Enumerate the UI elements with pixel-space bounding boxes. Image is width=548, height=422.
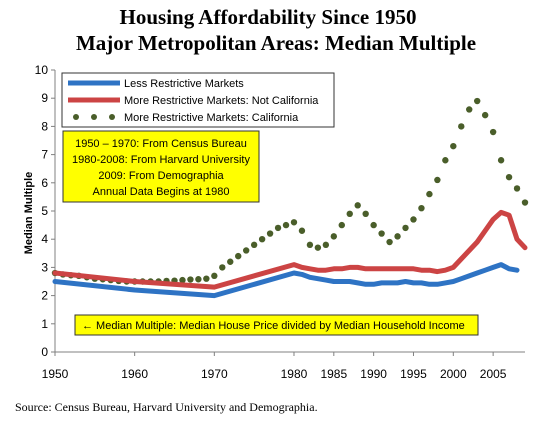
x-tick-labels: 1950 1960 1970 1980 1985 1990 1995 2000 2005 [42, 367, 507, 381]
x-tick-label: 1990 [360, 367, 387, 381]
california-point [378, 230, 385, 237]
california-point [298, 227, 306, 234]
legend-label-california: More Restrictive Markets: California [124, 112, 299, 124]
california-point [354, 202, 361, 209]
california-point [410, 216, 417, 223]
data-source-line-3: 2009: From Demographia [98, 170, 224, 182]
legend-swatch-california [73, 114, 115, 120]
legend-dot [91, 114, 97, 120]
california-point [497, 157, 505, 164]
california-point [227, 258, 234, 265]
data-source-line-1: 1950 – 1970: From Census Bureau [75, 138, 247, 150]
x-tick-label: 2005 [480, 367, 507, 381]
california-point [402, 224, 409, 232]
legend-label-not-california: More Restrictive Markets: Not California [124, 95, 319, 107]
y-tick-label: 7 [41, 148, 48, 162]
california-point [282, 221, 290, 229]
chart-title-line-1: Housing Affordability Since 1950 [120, 5, 417, 29]
california-point [458, 123, 465, 130]
legend: Less Restrictive Markets More Restrictiv… [61, 72, 335, 128]
california-point [306, 241, 314, 249]
y-tick-label: 3 [41, 260, 48, 274]
x-tick-label: 1950 [42, 367, 69, 381]
definition-annotation: ← Median Multiple: Median House Price di… [74, 314, 479, 336]
california-point [322, 241, 330, 249]
california-point [235, 252, 242, 260]
data-source-line-4: Annual Data Begins at 1980 [93, 186, 230, 198]
california-point [203, 275, 210, 282]
source-note: Source: Census Bureau, Harvard Universit… [15, 400, 318, 414]
series-layer [51, 97, 529, 299]
legend-label-less-restrictive: Less Restrictive Markets [124, 78, 244, 90]
california-point [513, 185, 521, 192]
x-tick-label: 1985 [320, 367, 347, 381]
california-point [505, 173, 513, 181]
california-point [434, 176, 441, 184]
california-point [195, 276, 202, 283]
x-tick-label: 1980 [281, 367, 308, 381]
x-tick-label: 2000 [440, 367, 467, 381]
california-point [370, 221, 377, 229]
california-point [362, 210, 369, 218]
data-source-box [62, 130, 260, 203]
california-point [187, 276, 194, 283]
y-tick-label: 0 [41, 345, 48, 359]
california-point [338, 221, 345, 229]
series-less-restrictive [52, 262, 520, 299]
california-point [258, 236, 266, 243]
data-source-annotation: 1950 – 1970: From Census Bureau 1980-200… [62, 130, 260, 203]
x-tick-label: 1970 [201, 367, 228, 381]
california-point [250, 241, 258, 249]
california-point [442, 157, 449, 164]
california-point [179, 276, 186, 284]
california-point [426, 190, 433, 198]
california-point [346, 210, 353, 218]
y-axis-label: Median Multiple [23, 172, 35, 255]
y-tick-label: 4 [41, 232, 48, 246]
california-point [521, 199, 529, 206]
y-tick-labels: 0 1 2 3 4 5 6 7 8 9 10 [35, 63, 49, 359]
series-not-california [52, 209, 528, 290]
y-tick-label: 1 [41, 317, 48, 331]
california-point [481, 111, 489, 119]
california-point [386, 238, 393, 246]
california-point [450, 142, 457, 150]
definition-text: ← Median Multiple: Median House Price di… [82, 320, 465, 332]
california-point [211, 272, 218, 280]
x-tick-label: 1960 [121, 367, 148, 381]
california-point [330, 233, 338, 240]
axes [51, 69, 525, 356]
california-point [219, 264, 226, 271]
legend-dot [109, 114, 115, 120]
y-tick-label: 10 [35, 63, 49, 77]
data-source-line-2: 1980-2008: From Harvard University [72, 154, 250, 166]
california-point [418, 204, 425, 212]
y-tick-label: 5 [41, 204, 48, 218]
y-tick-label: 2 [41, 289, 48, 303]
y-tick-label: 9 [41, 91, 48, 105]
california-point [314, 244, 322, 251]
california-point [266, 230, 274, 237]
chart-title-line-2: Major Metropolitan Areas: Median Multipl… [76, 31, 476, 55]
legend-dot [73, 114, 79, 120]
california-point [274, 224, 282, 232]
california-point [394, 233, 401, 240]
california-point [466, 106, 473, 113]
california-point [242, 247, 250, 254]
y-tick-label: 6 [41, 176, 48, 190]
california-point [474, 97, 481, 105]
y-tick-label: 8 [41, 119, 48, 133]
x-tick-label: 1995 [400, 367, 427, 381]
california-point [489, 128, 497, 136]
california-point [290, 219, 298, 226]
definition-box [74, 314, 479, 336]
